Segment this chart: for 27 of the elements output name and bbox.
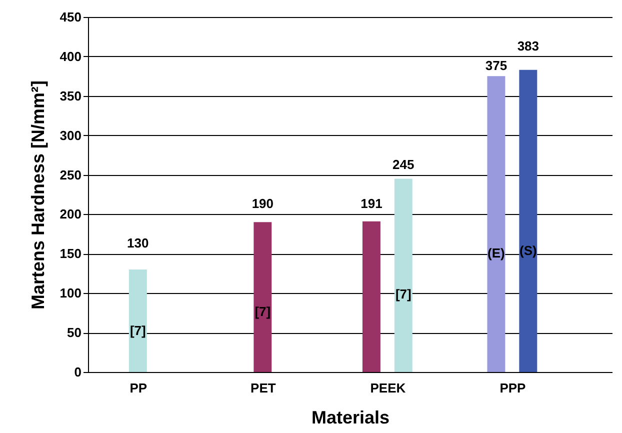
y-tick-label: 50 xyxy=(67,325,82,340)
annotation: [7] xyxy=(395,286,412,302)
y-tick-label: 200 xyxy=(60,206,82,222)
data-label: 383 xyxy=(517,38,540,54)
annotation: [7] xyxy=(254,304,271,320)
y-tick-label: 450 xyxy=(60,10,82,24)
y-tick-label: 150 xyxy=(60,246,82,262)
annotation: [7] xyxy=(130,322,146,338)
y-tick-label: 0 xyxy=(74,364,82,380)
annotation: (E) xyxy=(488,246,505,261)
data-label: 245 xyxy=(392,156,414,172)
y-tick-label: 350 xyxy=(60,88,82,104)
data-label: 130 xyxy=(127,236,149,251)
data-label: 191 xyxy=(360,196,382,212)
data-label: 375 xyxy=(485,58,508,74)
x-tick-label: PP xyxy=(130,380,148,396)
y-axis-title: Martens Hardness [N/mm²] xyxy=(28,80,48,310)
x-axis-title: Materials xyxy=(311,408,390,428)
annotation: (S) xyxy=(519,243,537,258)
y-tick-label: 250 xyxy=(60,167,82,182)
data-label: 190 xyxy=(252,196,274,212)
y-tick-label: 400 xyxy=(60,48,82,64)
y-tick-label: 300 xyxy=(60,128,82,143)
x-tick-label: PPP xyxy=(500,380,526,396)
y-tick-label: 100 xyxy=(60,286,82,301)
x-tick-label: PET xyxy=(250,380,276,396)
x-tick-label: PEEK xyxy=(370,380,406,396)
